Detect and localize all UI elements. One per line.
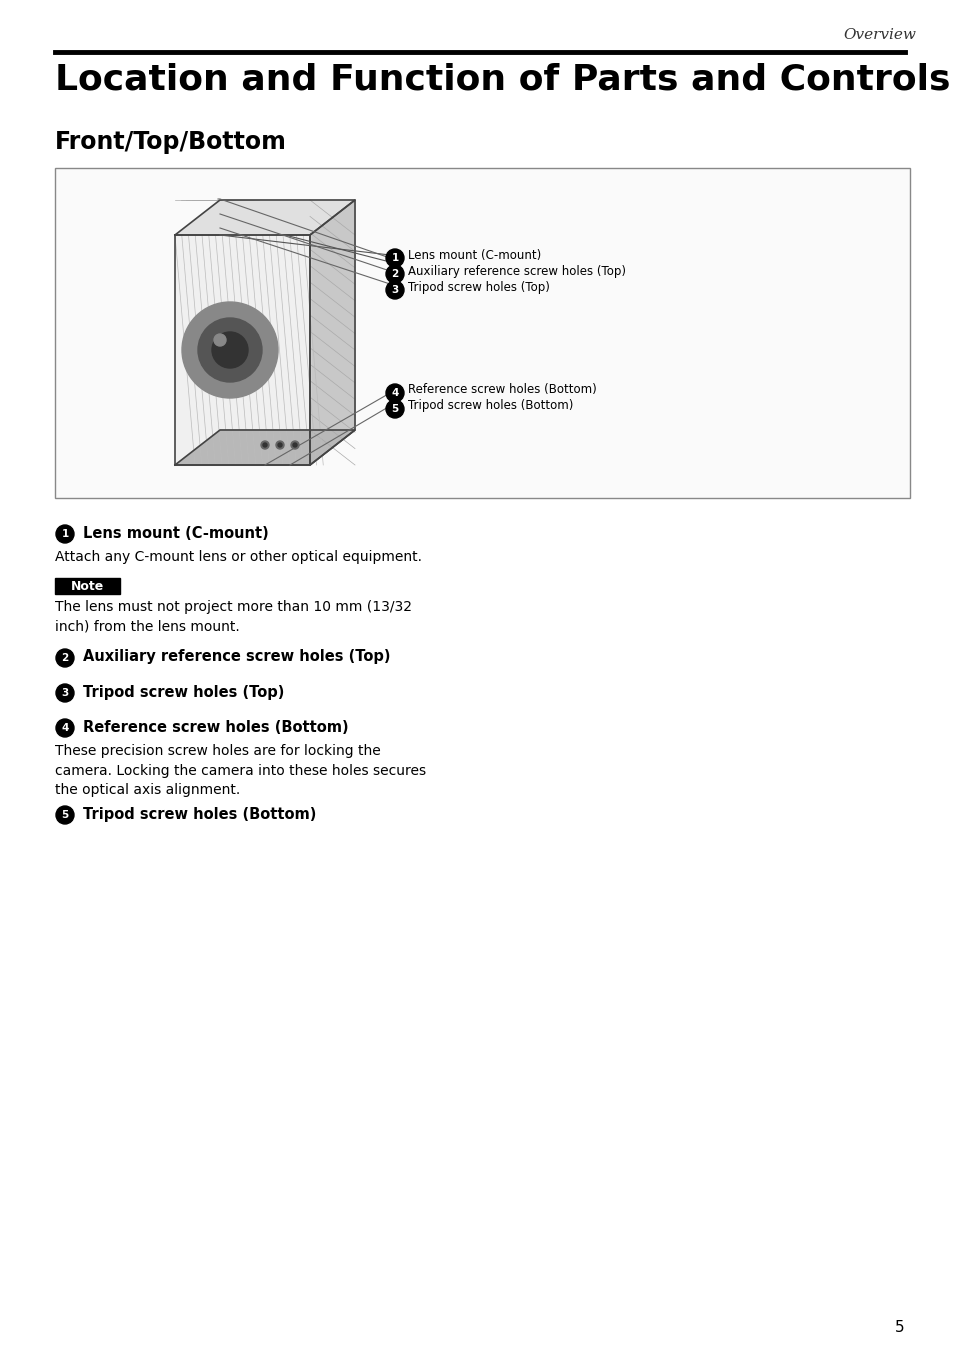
Circle shape [386,384,403,403]
FancyBboxPatch shape [55,578,120,594]
Text: 2: 2 [391,269,398,280]
Text: Tripod screw holes (Bottom): Tripod screw holes (Bottom) [408,400,573,412]
Text: Auxiliary reference screw holes (Top): Auxiliary reference screw holes (Top) [408,265,625,277]
Text: Lens mount (C-mount): Lens mount (C-mount) [408,249,540,262]
Text: 1: 1 [61,530,69,539]
Polygon shape [174,235,310,465]
Circle shape [261,440,269,449]
Text: 3: 3 [61,688,69,698]
Text: Auxiliary reference screw holes (Top): Auxiliary reference screw holes (Top) [83,650,390,665]
Circle shape [386,400,403,417]
Polygon shape [310,200,355,465]
Text: Tripod screw holes (Top): Tripod screw holes (Top) [83,685,284,700]
Text: Note: Note [71,580,104,593]
Text: 5: 5 [894,1320,903,1335]
Circle shape [277,443,282,447]
Text: 3: 3 [391,285,398,295]
Circle shape [293,443,296,447]
Circle shape [386,249,403,267]
Text: These precision screw holes are for locking the
camera. Locking the camera into : These precision screw holes are for lock… [55,744,426,797]
Circle shape [386,265,403,282]
Text: 1: 1 [391,253,398,263]
Text: 4: 4 [391,388,398,399]
Text: 2: 2 [61,653,69,663]
Circle shape [198,317,262,382]
Circle shape [56,648,74,667]
Circle shape [56,684,74,703]
Text: Tripod screw holes (Bottom): Tripod screw holes (Bottom) [83,807,316,821]
Text: Tripod screw holes (Top): Tripod screw holes (Top) [408,281,549,293]
Circle shape [263,443,267,447]
Bar [55,168,909,499]
Circle shape [56,807,74,824]
Text: Reference screw holes (Bottom): Reference screw holes (Bottom) [83,720,348,735]
Text: 4: 4 [61,723,69,734]
Text: The lens must not project more than 10 mm (13/32
inch) from the lens mount.: The lens must not project more than 10 m… [55,600,412,634]
Circle shape [56,526,74,543]
Text: 5: 5 [391,404,398,413]
Polygon shape [174,200,355,235]
Circle shape [213,334,226,346]
Polygon shape [174,430,355,465]
Circle shape [291,440,298,449]
Text: Reference screw holes (Bottom): Reference screw holes (Bottom) [408,384,597,396]
Circle shape [386,281,403,299]
Circle shape [275,440,284,449]
Circle shape [212,332,248,367]
Text: Location and Function of Parts and Controls: Location and Function of Parts and Contr… [55,62,949,96]
Text: 5: 5 [61,811,69,820]
Circle shape [56,719,74,738]
Text: Overview: Overview [842,28,916,42]
Text: Attach any C-mount lens or other optical equipment.: Attach any C-mount lens or other optical… [55,550,421,563]
Circle shape [182,303,277,399]
Text: Lens mount (C-mount): Lens mount (C-mount) [83,526,269,540]
Text: Front/Top/Bottom: Front/Top/Bottom [55,130,287,154]
